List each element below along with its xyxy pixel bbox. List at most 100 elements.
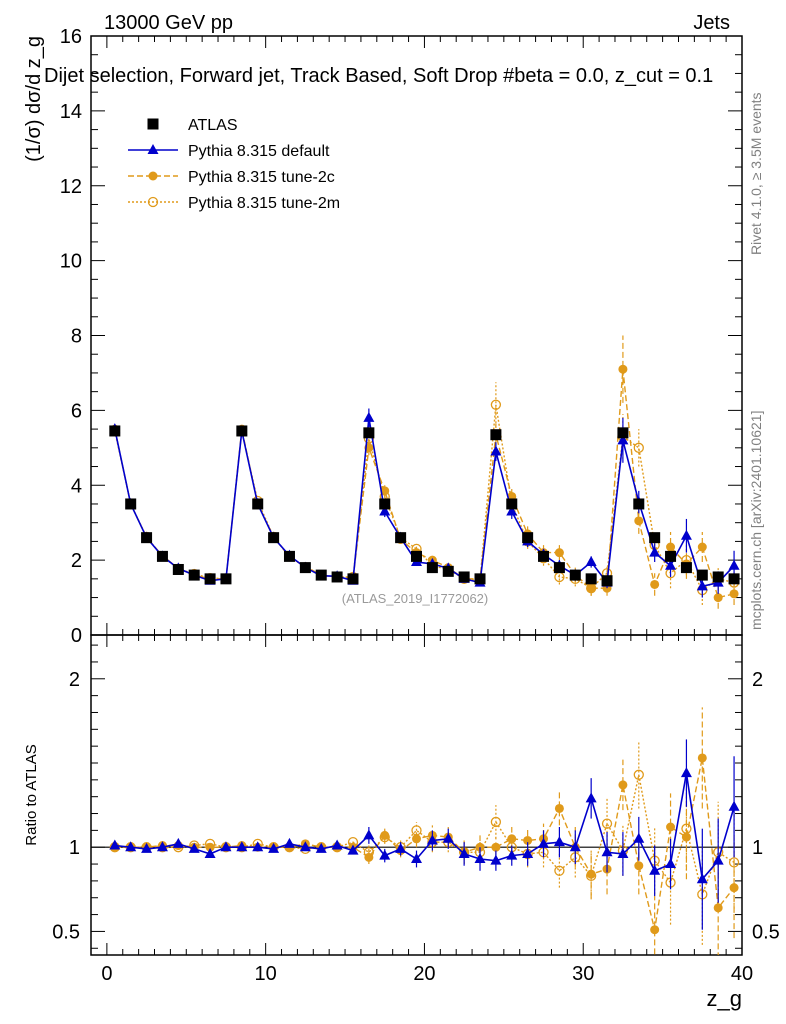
legend-marker	[147, 196, 159, 208]
ratio-tune2m-line	[114, 774, 735, 897]
default-point	[363, 411, 375, 422]
y-tick-label: 2	[71, 550, 82, 572]
atlas-point	[363, 427, 375, 439]
ratio-tune2c-point	[380, 830, 390, 840]
atlas-point	[442, 565, 454, 577]
main-data	[109, 335, 740, 609]
ratio-default-point	[204, 847, 216, 858]
y-tick-label: 12	[60, 176, 82, 198]
atlas-point	[649, 532, 661, 544]
legend-label: Pythia 8.315 tune-2m	[188, 195, 340, 212]
atlas-point	[299, 562, 311, 574]
atlas-point	[553, 562, 565, 574]
ratio-tune2c-point	[634, 861, 644, 871]
default-point	[665, 559, 677, 570]
ratio-tune2m-point	[633, 769, 644, 780]
ratio-default-point	[522, 847, 534, 858]
tune2c-point	[666, 542, 676, 552]
y-tick-label: 16	[60, 26, 82, 48]
ratio-tune2m-point	[490, 816, 502, 828]
x-tick-label: 10	[255, 963, 277, 985]
default-point	[696, 580, 708, 591]
ratio-tune2c-point	[364, 852, 374, 862]
atlas-point	[109, 425, 121, 437]
tune2c-point	[697, 542, 707, 552]
ratio-tune2c-point	[666, 822, 676, 832]
ratio-tune2c-line	[114, 757, 735, 930]
tune2c-line	[114, 369, 735, 599]
ratio-default-point	[490, 854, 502, 865]
atlas-point	[696, 569, 708, 581]
atlas-point	[411, 550, 422, 562]
ratio-default-point	[347, 844, 359, 855]
ratio-default-point	[680, 767, 692, 778]
ratio-tune2c-point	[491, 842, 501, 852]
default-point	[506, 505, 518, 516]
ratio-tune2m-point	[554, 865, 565, 876]
ratio-default-point	[236, 841, 248, 852]
x-tick-label: 40	[731, 963, 753, 985]
ratio-tune2c-point	[586, 869, 596, 879]
ratio-default-point	[728, 800, 740, 811]
ratio-tune2m-point	[728, 857, 740, 868]
atlas-point	[141, 532, 153, 544]
y-tick-label: 1	[69, 837, 80, 859]
legend-marker	[147, 144, 159, 154]
ratio-default-point	[617, 847, 629, 858]
ratio-data	[109, 707, 740, 955]
atlas-point	[538, 550, 550, 562]
y-tick-label: 8	[71, 326, 82, 348]
atlas-point	[490, 429, 502, 441]
ratio-default-point	[442, 832, 454, 843]
ratio-default-point	[395, 842, 407, 853]
ratio-tune2c-point	[523, 835, 533, 845]
atlas-point	[283, 550, 295, 562]
ratio-default-point	[252, 841, 264, 852]
atlas-point	[665, 550, 677, 562]
main-plot-panel: 0 2 4 6 8 10 12 14 16 (1/σ) dσ/d z_g	[23, 26, 743, 647]
analysis-watermark: (ATLAS_2019_I1772062)	[342, 591, 488, 606]
default-point	[490, 445, 502, 456]
rivet-label: Rivet 4.1.0, ≥ 3.5M events	[748, 92, 764, 255]
atlas-point	[172, 563, 184, 575]
ratio-default-point	[633, 832, 645, 843]
legend-label: Pythia 8.315 default	[188, 143, 330, 160]
atlas-point	[680, 562, 692, 574]
process-label: Jets	[693, 12, 730, 34]
ratio-tune2c-point	[697, 753, 707, 763]
atlas-point	[125, 498, 137, 510]
atlas-point	[220, 573, 232, 585]
ratio-default-point	[696, 873, 708, 884]
ratio-default-point	[712, 854, 724, 865]
ratio-default-point	[553, 836, 565, 847]
tune2c-point	[634, 516, 644, 526]
ratio-default-point	[426, 834, 438, 845]
atlas-point	[585, 573, 597, 585]
y-axis-label: (1/σ) dσ/d z_g	[23, 36, 45, 162]
legend: ATLAS Pythia 8.315 default Pythia 8.315 tu…	[128, 117, 340, 212]
x-tick-label: 20	[413, 963, 435, 985]
default-point	[379, 505, 391, 516]
atlas-point	[156, 550, 168, 562]
ratio-default-point	[649, 864, 661, 875]
tune2m-point	[490, 399, 502, 410]
ratio-tune2c-point	[507, 834, 517, 844]
atlas-point	[268, 532, 280, 544]
ratio-tune2c-point	[713, 903, 723, 913]
x-axis-label: z_g	[707, 986, 742, 1011]
energy-label: 13000 GeV pp	[104, 12, 233, 34]
atlas-point	[712, 571, 724, 583]
atlas-point	[458, 571, 470, 583]
ratio-default-point	[315, 842, 327, 853]
atlas-point	[204, 573, 216, 585]
y-tick-label: 0	[71, 625, 82, 647]
tune2c-point	[554, 548, 564, 558]
default-point	[680, 529, 692, 540]
atlas-point	[617, 427, 629, 439]
ratio-tune2c-point	[205, 842, 215, 852]
x-tick-label: 30	[572, 963, 594, 985]
ratio-default-point	[569, 841, 581, 852]
y-tick-label-right: 1	[752, 837, 763, 859]
atlas-point	[474, 573, 486, 585]
ratio-frame	[90, 634, 743, 956]
